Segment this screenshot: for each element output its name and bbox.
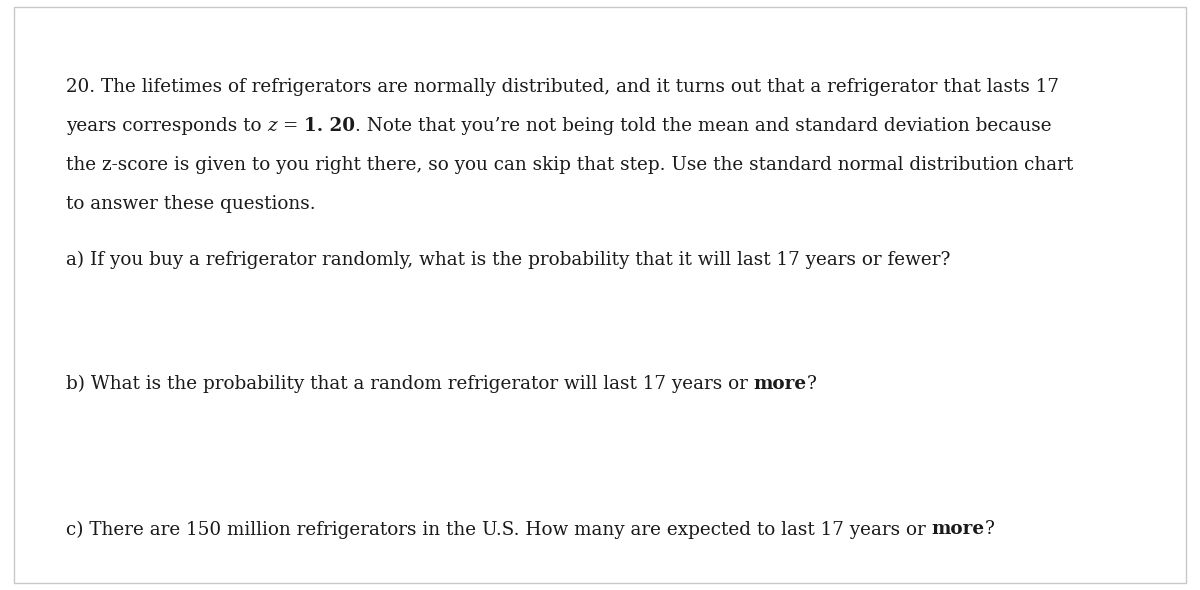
Text: =: = <box>277 117 305 135</box>
Text: a) If you buy a refrigerator randomly, what is the probability that it will last: a) If you buy a refrigerator randomly, w… <box>66 251 950 269</box>
Text: years corresponds to: years corresponds to <box>66 117 268 135</box>
Text: 20. The lifetimes of refrigerators are normally distributed, and it turns out th: 20. The lifetimes of refrigerators are n… <box>66 78 1060 96</box>
Text: 1. 20: 1. 20 <box>305 117 355 135</box>
Text: b) What is the probability that a random refrigerator will last 17 years or: b) What is the probability that a random… <box>66 375 754 393</box>
Text: to answer these questions.: to answer these questions. <box>66 195 316 213</box>
Text: ?: ? <box>806 375 817 393</box>
Text: more: more <box>931 520 985 539</box>
Text: c) There are 150 million refrigerators in the U.S. How many are expected to last: c) There are 150 million refrigerators i… <box>66 520 931 539</box>
Text: more: more <box>754 375 806 393</box>
Text: z: z <box>268 117 277 135</box>
Text: ?: ? <box>985 520 995 539</box>
Text: the z-score is given to you right there, so you can skip that step. Use the stan: the z-score is given to you right there,… <box>66 156 1073 174</box>
Text: . Note that you’re not being told the mean and standard deviation because: . Note that you’re not being told the me… <box>355 117 1052 135</box>
